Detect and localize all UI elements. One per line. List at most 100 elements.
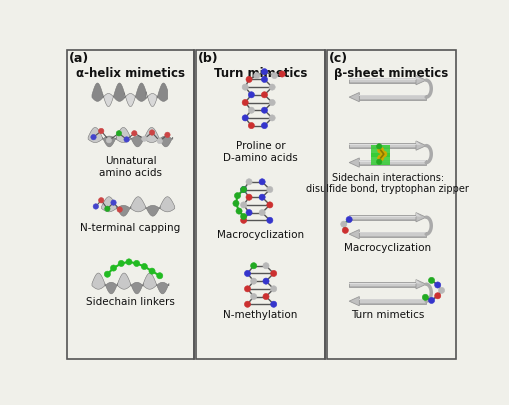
Circle shape	[380, 151, 386, 157]
FancyBboxPatch shape	[349, 215, 415, 220]
Circle shape	[261, 107, 267, 113]
Circle shape	[126, 259, 132, 265]
Polygon shape	[156, 282, 168, 294]
Polygon shape	[124, 93, 135, 107]
FancyBboxPatch shape	[359, 236, 426, 237]
Circle shape	[118, 260, 124, 266]
Circle shape	[340, 221, 346, 227]
Polygon shape	[415, 141, 420, 145]
Circle shape	[271, 72, 277, 79]
Circle shape	[259, 194, 265, 200]
Text: α-helix mimetics: α-helix mimetics	[76, 67, 185, 80]
Text: (b): (b)	[198, 53, 218, 66]
Polygon shape	[415, 213, 420, 217]
Polygon shape	[415, 279, 426, 289]
Circle shape	[266, 186, 272, 193]
Circle shape	[93, 204, 98, 209]
Circle shape	[242, 115, 248, 121]
FancyBboxPatch shape	[371, 145, 389, 157]
FancyBboxPatch shape	[349, 82, 415, 83]
Circle shape	[250, 278, 256, 284]
Text: Sidechain interactions:
disulfide bond, tryptophan zipper: Sidechain interactions: disulfide bond, …	[305, 173, 468, 194]
Polygon shape	[159, 136, 173, 147]
Circle shape	[245, 209, 251, 216]
Text: Macrocyclization: Macrocyclization	[217, 230, 303, 239]
Polygon shape	[116, 128, 130, 143]
Circle shape	[434, 282, 440, 288]
Circle shape	[346, 216, 352, 223]
Circle shape	[240, 186, 246, 193]
Polygon shape	[146, 92, 157, 107]
FancyBboxPatch shape	[359, 303, 426, 304]
FancyBboxPatch shape	[349, 147, 415, 148]
Circle shape	[104, 271, 110, 277]
Circle shape	[117, 207, 122, 212]
Circle shape	[142, 136, 147, 141]
Circle shape	[269, 99, 275, 106]
Circle shape	[240, 217, 246, 224]
Circle shape	[242, 99, 248, 106]
Circle shape	[244, 271, 250, 277]
Circle shape	[376, 144, 381, 149]
Circle shape	[244, 286, 250, 292]
FancyBboxPatch shape	[359, 232, 426, 237]
Circle shape	[248, 107, 254, 113]
Circle shape	[124, 137, 129, 142]
Polygon shape	[131, 197, 146, 212]
Circle shape	[261, 76, 267, 83]
Circle shape	[240, 202, 246, 208]
Polygon shape	[146, 205, 160, 216]
Circle shape	[421, 294, 428, 301]
Polygon shape	[349, 92, 359, 102]
FancyBboxPatch shape	[359, 232, 426, 233]
FancyBboxPatch shape	[349, 143, 415, 148]
Circle shape	[245, 179, 251, 185]
Circle shape	[240, 213, 246, 220]
Circle shape	[131, 130, 137, 136]
Circle shape	[164, 132, 170, 138]
FancyBboxPatch shape	[349, 78, 415, 83]
Polygon shape	[103, 94, 114, 107]
Circle shape	[376, 159, 381, 164]
Text: Turn mimetics: Turn mimetics	[350, 310, 423, 320]
Polygon shape	[415, 76, 420, 80]
Polygon shape	[116, 205, 131, 216]
Circle shape	[269, 84, 275, 90]
FancyBboxPatch shape	[349, 219, 415, 220]
Text: Unnatural
amino acids: Unnatural amino acids	[99, 156, 162, 178]
Circle shape	[236, 208, 242, 214]
Circle shape	[261, 68, 267, 75]
Polygon shape	[145, 128, 159, 143]
Polygon shape	[415, 141, 426, 150]
Text: Proline or
D-amino acids: Proline or D-amino acids	[223, 141, 297, 162]
FancyBboxPatch shape	[326, 50, 455, 359]
FancyBboxPatch shape	[195, 50, 325, 359]
Circle shape	[110, 265, 117, 271]
FancyBboxPatch shape	[359, 164, 426, 165]
Polygon shape	[415, 76, 426, 85]
Circle shape	[428, 277, 434, 284]
FancyBboxPatch shape	[349, 283, 415, 284]
Text: Turn mimetics: Turn mimetics	[213, 67, 307, 80]
Circle shape	[133, 260, 139, 266]
Polygon shape	[160, 197, 175, 212]
Circle shape	[91, 134, 96, 140]
Polygon shape	[118, 273, 130, 289]
Text: Macrocyclization: Macrocyclization	[344, 243, 431, 254]
Circle shape	[377, 147, 383, 153]
Polygon shape	[415, 213, 426, 222]
Circle shape	[263, 263, 269, 269]
Circle shape	[98, 198, 104, 203]
Polygon shape	[102, 136, 116, 147]
Circle shape	[149, 130, 154, 135]
Circle shape	[233, 200, 239, 207]
Polygon shape	[143, 273, 156, 289]
Circle shape	[377, 155, 383, 161]
Circle shape	[278, 71, 285, 77]
FancyBboxPatch shape	[359, 95, 426, 96]
Polygon shape	[92, 273, 105, 289]
FancyBboxPatch shape	[359, 299, 426, 304]
Circle shape	[98, 128, 104, 134]
Polygon shape	[88, 128, 102, 143]
Circle shape	[245, 76, 251, 83]
